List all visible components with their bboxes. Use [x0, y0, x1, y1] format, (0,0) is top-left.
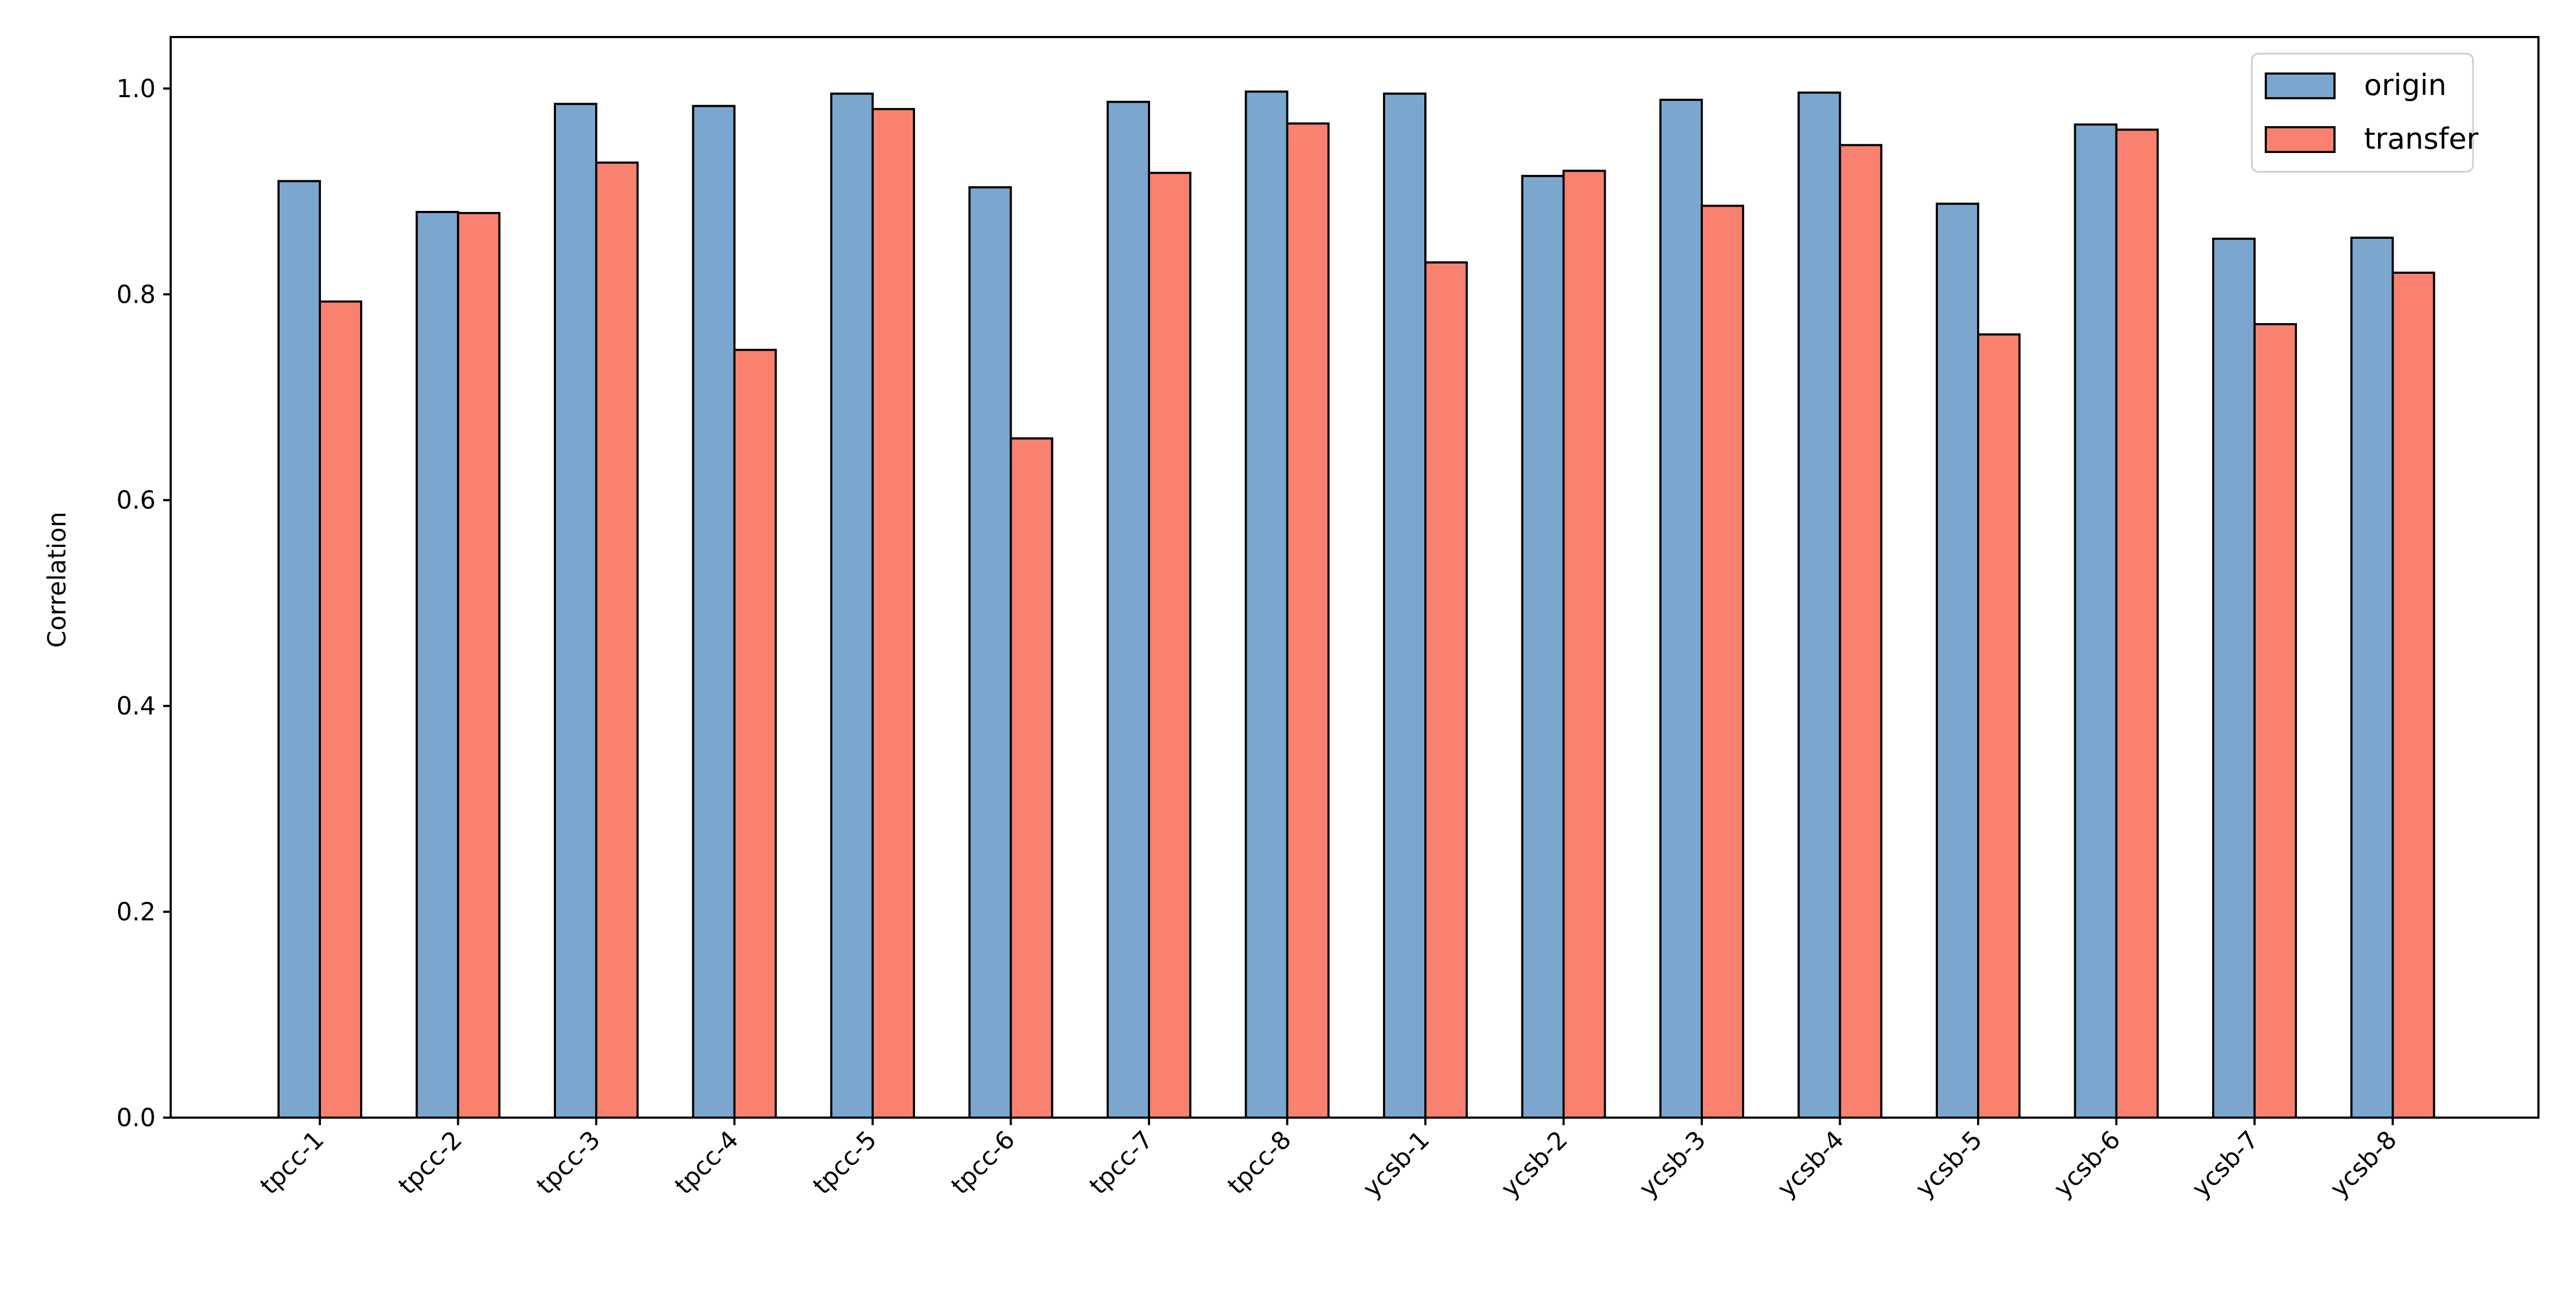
bar-origin-ycsb-4 [1797, 91, 1841, 1119]
legend: origin transfer [2251, 53, 2479, 173]
y-tick-label: 0.0 [116, 1103, 156, 1132]
bar-transfer-ycsb-3 [1701, 205, 1744, 1119]
bar-transfer-ycsb-2 [1562, 170, 1606, 1119]
legend-label-origin: origin [2364, 68, 2447, 102]
bar-transfer-ycsb-1 [1424, 261, 1468, 1119]
y-tick-label: 1.0 [116, 74, 156, 103]
bar-origin-tpcc-7 [1107, 100, 1150, 1119]
bar-origin-tpcc-2 [415, 210, 459, 1119]
bar-transfer-tpcc-8 [1286, 122, 1330, 1119]
bar-origin-tpcc-5 [830, 92, 874, 1119]
bar-transfer-ycsb-4 [1839, 144, 1883, 1119]
bar-transfer-tpcc-4 [733, 348, 777, 1119]
legend-swatch-transfer [2265, 126, 2336, 153]
bar-origin-tpcc-1 [277, 180, 321, 1119]
bar-origin-tpcc-8 [1245, 90, 1289, 1119]
bar-origin-tpcc-4 [692, 105, 736, 1119]
legend-label-transfer: transfer [2364, 122, 2479, 156]
bar-transfer-tpcc-1 [319, 300, 362, 1119]
y-tick-label: 0.8 [116, 280, 156, 309]
bar-transfer-tpcc-2 [457, 211, 501, 1119]
bars-layer [277, 90, 2435, 1119]
y-axis: 0.0 0.2 0.4 0.6 0.8 1.0 [116, 74, 171, 1132]
bar-transfer-tpcc-5 [872, 108, 915, 1119]
bar-transfer-ycsb-6 [2115, 128, 2159, 1119]
bar-origin-ycsb-8 [2350, 236, 2394, 1119]
bar-origin-ycsb-3 [1659, 98, 1703, 1119]
y-axis-label: Correlation [42, 512, 71, 648]
bar-transfer-tpcc-7 [1148, 172, 1191, 1119]
plot-frame [170, 36, 2540, 1119]
bar-transfer-tpcc-3 [595, 161, 639, 1119]
legend-swatch-origin [2265, 72, 2336, 99]
bar-origin-ycsb-5 [1936, 202, 1979, 1119]
bar-transfer-ycsb-7 [2253, 323, 2297, 1119]
bar-origin-tpcc-6 [968, 186, 1012, 1119]
bar-origin-ycsb-6 [2074, 123, 2118, 1119]
bar-origin-ycsb-1 [1383, 92, 1426, 1119]
bar-transfer-tpcc-6 [1009, 437, 1053, 1119]
y-tick-label: 0.2 [116, 898, 156, 927]
y-tick-label: 0.6 [116, 486, 156, 515]
bar-origin-tpcc-3 [554, 103, 597, 1119]
bar-transfer-ycsb-5 [1977, 333, 2021, 1119]
bar-origin-ycsb-7 [2212, 237, 2256, 1119]
bar-transfer-ycsb-8 [2391, 272, 2435, 1119]
bar-origin-ycsb-2 [1521, 174, 1565, 1119]
y-tick-label: 0.4 [116, 691, 156, 720]
